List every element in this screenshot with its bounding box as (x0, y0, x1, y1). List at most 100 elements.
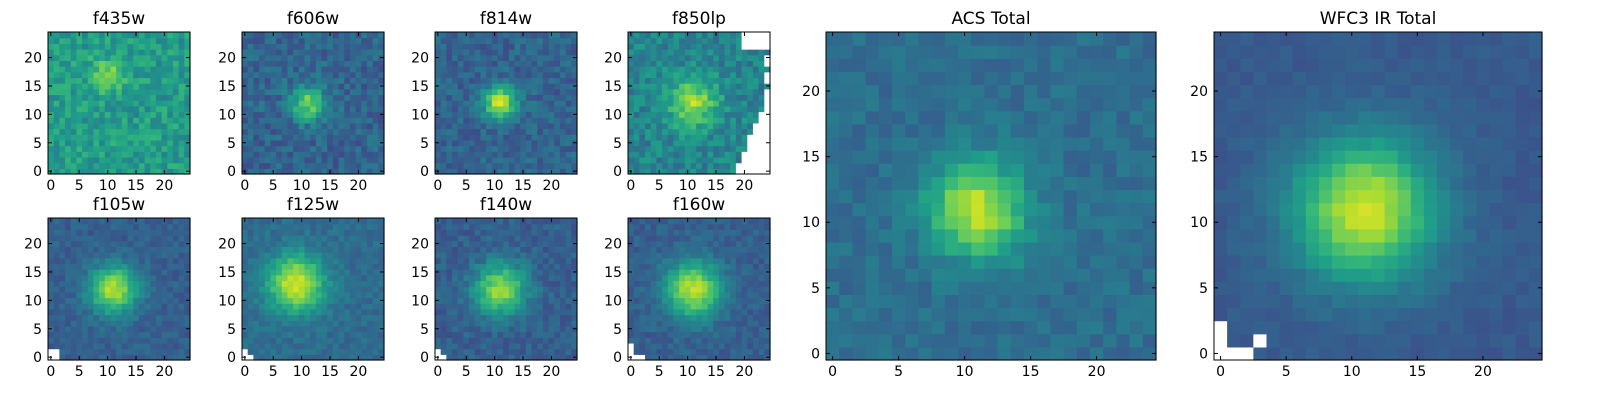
heatmap-cell (315, 235, 323, 242)
heatmap-cell (99, 286, 106, 293)
heatmap-cell (259, 240, 266, 247)
heatmap-cell (656, 111, 663, 118)
heatmap-cell (48, 156, 55, 164)
heatmap-cell (520, 252, 527, 259)
heatmap-cell (559, 94, 567, 101)
y-tick-label: 0 (33, 164, 42, 180)
heatmap-cell (155, 168, 163, 175)
heatmap-cell (116, 252, 123, 259)
heatmap-cell (735, 156, 743, 164)
heatmap-cell (65, 134, 72, 141)
heatmap-cell (656, 134, 663, 141)
heatmap-cell (639, 280, 646, 287)
heatmap-cell (298, 286, 306, 293)
heatmap-cell (287, 77, 294, 84)
heatmap-cell (747, 139, 754, 147)
heatmap-cell (525, 218, 533, 225)
heatmap-cell (264, 134, 271, 141)
heatmap-cell (242, 303, 249, 310)
heatmap-cell (161, 229, 168, 236)
heatmap-cell (93, 111, 100, 118)
heatmap-cell (298, 49, 306, 56)
heatmap-cell (253, 246, 260, 253)
heatmap-cell (452, 32, 459, 39)
heatmap-cell (121, 83, 129, 90)
heatmap-cell (662, 94, 669, 101)
heatmap-cell (355, 156, 362, 164)
heatmap-cell (155, 269, 163, 276)
heatmap-cell (172, 291, 180, 299)
heatmap-cell (474, 348, 482, 355)
heatmap-cell (701, 274, 709, 282)
heatmap-cell (144, 229, 151, 236)
heatmap-cell (315, 94, 323, 101)
heatmap-cell (242, 223, 249, 230)
heatmap-cell (178, 100, 185, 107)
heatmap-cell (270, 286, 277, 293)
heatmap-cell (758, 162, 765, 169)
heatmap-cell (82, 342, 89, 350)
heatmap-cell (155, 71, 163, 79)
heatmap-cell (167, 263, 174, 270)
heatmap-cell (446, 37, 453, 44)
heatmap-cell (378, 252, 385, 259)
heatmap-cell (315, 71, 323, 79)
heatmap-cell (178, 49, 185, 56)
heatmap-cell (378, 303, 385, 310)
heatmap-cell (537, 274, 544, 282)
heatmap-cell (338, 280, 345, 287)
heatmap-cell (514, 156, 521, 164)
heatmap-cell (446, 263, 453, 270)
heatmap-cell (310, 145, 317, 152)
heatmap-cell (361, 145, 368, 152)
heatmap-cell (344, 280, 351, 287)
heatmap-cell (446, 223, 453, 230)
heatmap-cell (332, 71, 340, 79)
heatmap-cell (304, 291, 311, 299)
heatmap-cell (639, 54, 646, 61)
heatmap-cell (525, 246, 533, 253)
heatmap-cell (639, 88, 646, 96)
heatmap-cell (633, 162, 640, 169)
heatmap-cell (565, 111, 572, 118)
heatmap-cell (440, 43, 447, 50)
heatmap-cell (259, 111, 266, 118)
heatmap-cell (435, 308, 442, 316)
heatmap-cell (121, 32, 129, 39)
heatmap-cell (554, 77, 561, 84)
heatmap-cell (116, 77, 123, 84)
heatmap-cell (525, 269, 533, 276)
heatmap-cell (355, 139, 362, 147)
heatmap-cell (48, 88, 55, 96)
heatmap-cell (724, 342, 731, 350)
heatmap-cell (327, 128, 334, 135)
heatmap-cell (184, 105, 191, 113)
heatmap-cell (276, 331, 283, 338)
heatmap-cell (469, 151, 476, 158)
heatmap-cell (287, 122, 294, 130)
heatmap-cell (253, 331, 260, 338)
x-tick-label: 20 (156, 364, 174, 380)
heatmap-cell (253, 354, 260, 361)
heatmap-cell (554, 286, 561, 293)
heatmap-cell (469, 54, 476, 61)
heatmap-cell (259, 105, 266, 113)
heatmap-cell (155, 122, 163, 130)
heatmap-cell (65, 308, 72, 316)
heatmap-cell (537, 314, 544, 321)
heatmap-cell (537, 257, 544, 265)
heatmap-cell (696, 168, 703, 175)
heatmap-cell (184, 37, 191, 44)
heatmap-cell (628, 66, 635, 73)
heatmap-cell (656, 145, 663, 152)
heatmap-cell (366, 223, 374, 230)
heatmap-cell (93, 54, 100, 61)
heatmap-cell (48, 263, 55, 270)
heatmap-cell (155, 280, 163, 287)
heatmap-cell (650, 274, 657, 282)
heatmap-cell (65, 257, 72, 265)
heatmap-cell (144, 308, 151, 316)
heatmap-cell (133, 66, 140, 73)
heatmap-cell (645, 71, 652, 79)
heatmap-cell (281, 252, 289, 259)
